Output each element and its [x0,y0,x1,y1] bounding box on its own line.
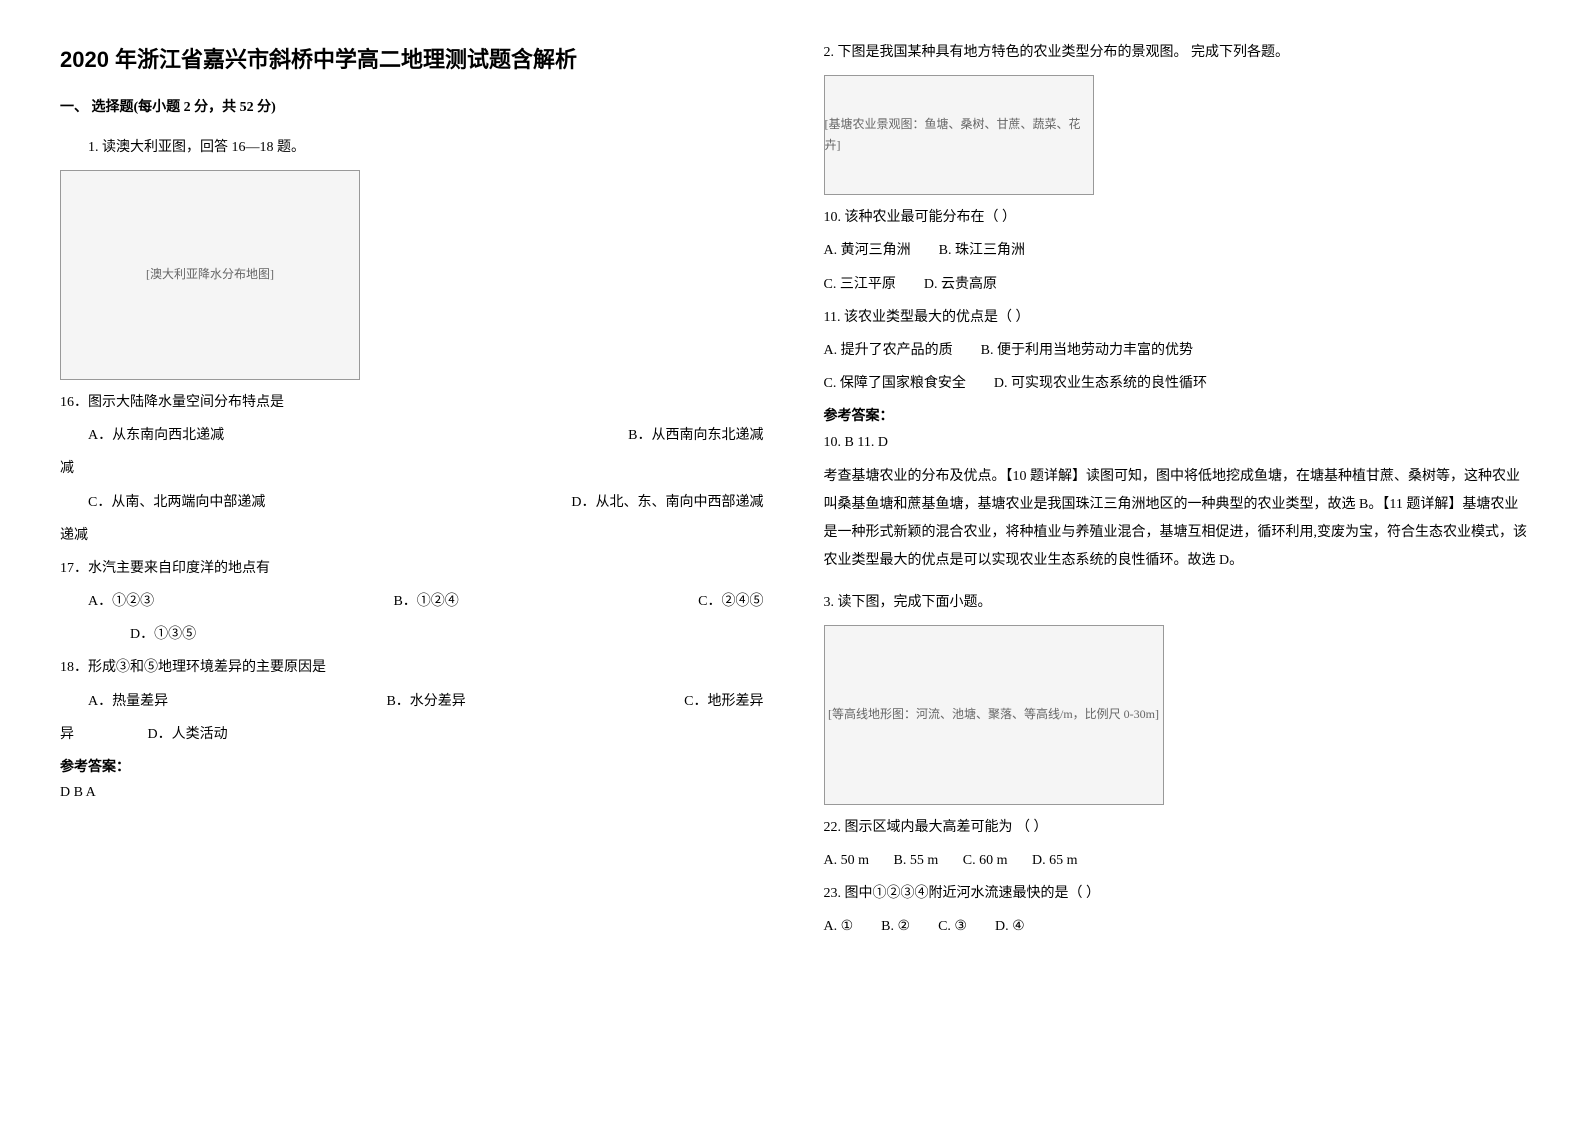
q16-opt-a: A．从东南向西北递减 [88,423,224,448]
q17-opt-c: C．②④⑤ [698,589,763,614]
q11-row2: C. 保障了国家粮食安全 D. 可实现农业生态系统的良性循环 [824,371,1528,396]
q1-block: 1. 读澳大利亚图，回答 16—18 题。 [澳大利亚降水分布地图] 16．图示… [60,135,764,806]
q18-options-row1: A．热量差异 B．水分差异 C．地形差异 [60,689,764,714]
q23-opt-a: A. ① [824,919,854,934]
q17-opt-b: B．①②④ [393,589,458,614]
q11-opt-d: D. 可实现农业生态系统的良性循环 [994,376,1207,391]
contour-map-image: [等高线地形图：河流、池塘、聚落、等高线/m，比例尺 0-30m] [824,625,1164,805]
q10-opt-a: A. 黄河三角洲 [824,243,911,258]
q11-row1: A. 提升了农产品的质 B. 便于利用当地劳动力丰富的优势 [824,338,1528,363]
q22-opt-a: A. 50 m [824,853,870,868]
q23-stem: 23. 图中①②③④附近河水流速最快的是（ ） [824,881,1528,906]
q10-row1: A. 黄河三角洲 B. 珠江三角洲 [824,238,1528,263]
q11-opt-b: B. 便于利用当地劳动力丰富的优势 [981,343,1193,358]
q11-opt-a: A. 提升了农产品的质 [824,343,953,358]
section-header: 一、 选择题(每小题 2 分，共 52 分) [60,95,764,120]
q16-opt-d: D．从北、东、南向中西部递减 [571,490,763,515]
right-column: 2. 下图是我国某种具有地方特色的农业类型分布的景观图。 完成下列各题。 [基塘… [824,40,1528,955]
q23-opt-d: D. ④ [995,919,1025,934]
q17-opt-a: A．①②③ [88,589,154,614]
q18-opt-b: B．水分差异 [386,689,465,714]
q22-stem: 22. 图示区域内最大高差可能为 （ ） [824,815,1528,840]
q10-opt-d: D. 云贵高原 [924,277,997,292]
q23-opt-b: B. ② [881,919,910,934]
q16-options-row1: A．从东南向西北递减 B．从西南向东北递减 [60,423,764,448]
australia-map-image: [澳大利亚降水分布地图] [60,170,360,380]
q16-opt-c: C．从南、北两端向中部递减 [88,490,265,515]
q10-opt-b: B. 珠江三角洲 [939,243,1025,258]
q3-block: 3. 读下图，完成下面小题。 [等高线地形图：河流、池塘、聚落、等高线/m，比例… [824,590,1528,940]
q18-stem: 18．形成③和⑤地理环境差异的主要原因是 [60,655,764,680]
q23-opt-c: C. ③ [938,919,967,934]
q10-opt-c: C. 三江平原 [824,277,896,292]
q16-opt-b: B．从西南向东北递减 [628,423,763,448]
exam-title: 2020 年浙江省嘉兴市斜桥中学高二地理测试题含解析 [60,40,764,80]
q18-opt-d: D．人类活动 [78,727,228,742]
q22-opt-c: C. 60 m [963,853,1008,868]
q1-answer-label: 参考答案： [60,755,764,780]
q18-opt-c: C．地形差异 [684,689,763,714]
q22-opt-d: D. 65 m [1032,853,1078,868]
q3-intro: 3. 读下图，完成下面小题。 [824,590,1528,615]
q18-c-cont: 异 [60,727,74,742]
q16-stem: 16．图示大陆降水量空间分布特点是 [60,390,764,415]
q17-stem: 17．水汽主要来自印度洋的地点有 [60,556,764,581]
q11-stem: 11. 该农业类型最大的优点是（ ） [824,305,1528,330]
q2-answer: 10. B 11. D [824,430,1528,455]
page-container: 2020 年浙江省嘉兴市斜桥中学高二地理测试题含解析 一、 选择题(每小题 2 … [60,40,1527,955]
q22-opt-b: B. 55 m [894,853,939,868]
q1-intro: 1. 读澳大利亚图，回答 16—18 题。 [60,135,764,160]
q17-options-row1: A．①②③ B．①②④ C．②④⑤ [60,589,764,614]
q18-opt-d-row: 异 D．人类活动 [60,722,764,747]
left-column: 2020 年浙江省嘉兴市斜桥中学高二地理测试题含解析 一、 选择题(每小题 2 … [60,40,764,955]
farming-diagram-image: [基塘农业景观图：鱼塘、桑树、甘蔗、蔬菜、花卉] [824,75,1094,195]
q18-opt-a: A．热量差异 [88,689,168,714]
q2-intro: 2. 下图是我国某种具有地方特色的农业类型分布的景观图。 完成下列各题。 [824,40,1528,65]
q16-options-row2: C．从南、北两端向中部递减 D．从北、东、南向中西部递减 [60,490,764,515]
q10-stem: 10. 该种农业最可能分布在（ ） [824,205,1528,230]
q1-answer: D B A [60,780,764,805]
q16-d-cont: 递减 [60,523,764,548]
q10-row2: C. 三江平原 D. 云贵高原 [824,272,1528,297]
q22-options: A. 50 m B. 55 m C. 60 m D. 65 m [824,848,1528,873]
q11-opt-c: C. 保障了国家粮食安全 [824,376,966,391]
q17-opt-d: D．①③⑤ [60,622,764,647]
q16-b-cont: 减 [60,456,764,481]
q2-block: 2. 下图是我国某种具有地方特色的农业类型分布的景观图。 完成下列各题。 [基塘… [824,40,1528,575]
q23-options: A. ① B. ② C. ③ D. ④ [824,914,1528,939]
q2-explanation: 考查基塘农业的分布及优点。【10 题详解】读图可知，图中将低地挖成鱼塘，在塘基种… [824,463,1528,575]
q2-answer-label: 参考答案： [824,404,1528,429]
